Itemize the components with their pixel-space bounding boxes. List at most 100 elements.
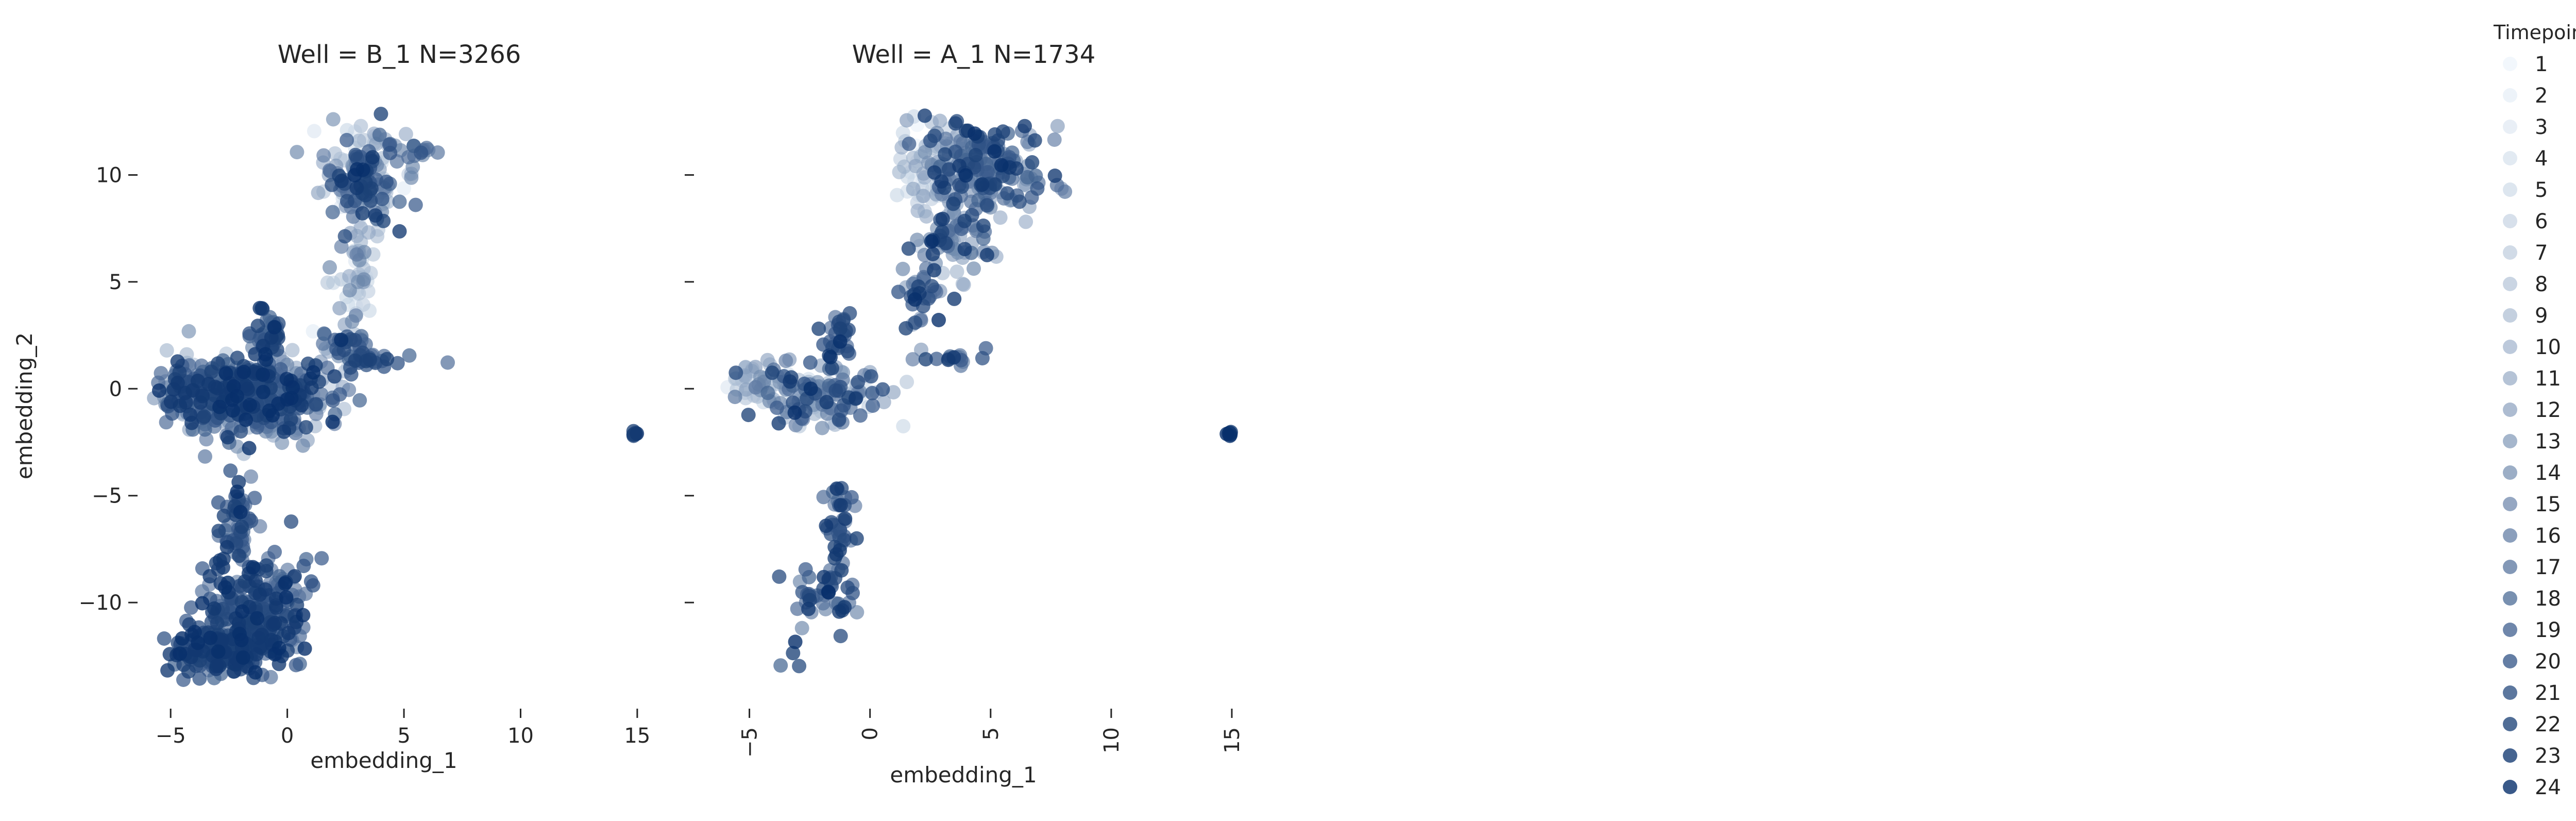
legend-item: 9 bbox=[2503, 304, 2548, 328]
scatter-point bbox=[900, 113, 914, 128]
scatter-point bbox=[834, 498, 848, 513]
scatter-points bbox=[720, 108, 1238, 674]
scatter-point bbox=[274, 616, 289, 631]
panel-title: Well = A_1 N=1734 bbox=[852, 40, 1096, 69]
scatter-point bbox=[259, 352, 274, 367]
scatter-point bbox=[304, 380, 319, 395]
scatter-point bbox=[348, 147, 363, 162]
scatter-point bbox=[212, 553, 227, 568]
panel-title: Well = B_1 N=3266 bbox=[278, 40, 521, 69]
scatter-point bbox=[946, 196, 961, 211]
legend-label: 1 bbox=[2535, 53, 2548, 76]
scatter-point bbox=[975, 177, 990, 192]
scatter-point bbox=[235, 604, 250, 619]
scatter-point bbox=[876, 395, 891, 410]
scatter-point bbox=[368, 208, 383, 223]
scatter-point bbox=[794, 621, 809, 635]
scatter-point bbox=[198, 449, 212, 464]
scatter-point bbox=[916, 189, 931, 204]
scatter-point bbox=[314, 551, 329, 566]
scatter-point bbox=[364, 181, 379, 196]
scatter-point bbox=[285, 343, 300, 358]
scatter-point bbox=[901, 241, 916, 256]
scatter-point bbox=[361, 225, 376, 240]
scatter-point bbox=[728, 365, 743, 380]
scatter-point bbox=[392, 224, 407, 239]
scatter-point bbox=[929, 351, 944, 366]
scatter-point bbox=[349, 247, 364, 262]
legend-item: 16 bbox=[2503, 524, 2561, 548]
scatter-point bbox=[211, 524, 226, 539]
legend-item: 23 bbox=[2503, 744, 2561, 768]
scatter-point bbox=[212, 399, 227, 414]
scatter-point bbox=[231, 548, 246, 563]
scatter-point bbox=[798, 404, 812, 419]
scatter-point bbox=[289, 658, 303, 673]
scatter-point bbox=[1027, 133, 1042, 148]
scatter-point bbox=[956, 277, 971, 292]
legend-item: 20 bbox=[2503, 650, 2561, 674]
x-tick-label: 15 bbox=[624, 724, 650, 748]
scatter-point bbox=[284, 514, 299, 529]
scatter-point bbox=[1019, 214, 1033, 229]
legend-marker bbox=[2503, 403, 2517, 417]
scatter-point bbox=[379, 174, 394, 189]
legend-label: 24 bbox=[2535, 776, 2561, 799]
scatter-point bbox=[352, 393, 367, 408]
scatter-point bbox=[327, 369, 342, 384]
legend-label: 10 bbox=[2535, 336, 2561, 359]
scatter-point bbox=[380, 351, 395, 366]
legend-marker bbox=[2503, 88, 2517, 103]
scatter-point bbox=[957, 213, 972, 228]
scatter-point bbox=[365, 150, 380, 165]
scatter-point bbox=[924, 234, 939, 249]
scatter-point bbox=[223, 463, 238, 478]
scatter-point bbox=[250, 611, 265, 626]
scatter-point bbox=[402, 348, 417, 363]
legend-label: 23 bbox=[2535, 744, 2561, 768]
legend-marker bbox=[2503, 528, 2517, 543]
legend-label: 4 bbox=[2535, 147, 2548, 171]
scatter-point bbox=[250, 319, 265, 333]
scatter-point bbox=[905, 352, 920, 367]
scatter-point bbox=[256, 384, 270, 399]
scatter-point bbox=[195, 596, 210, 611]
legend-marker bbox=[2503, 151, 2517, 165]
scatter-point bbox=[337, 229, 352, 244]
scatter-point bbox=[955, 179, 969, 194]
scatter-point bbox=[863, 369, 878, 384]
scatter-point bbox=[832, 412, 846, 427]
x-tick-label: 5 bbox=[397, 724, 410, 748]
legend-item: 17 bbox=[2503, 556, 2561, 579]
scatter-point bbox=[202, 569, 217, 584]
scatter-point bbox=[231, 616, 246, 630]
legend-label: 16 bbox=[2535, 524, 2561, 548]
scatter-point bbox=[398, 127, 413, 142]
legend-label: 18 bbox=[2535, 587, 2561, 611]
scatter-point bbox=[842, 306, 857, 321]
scatter-point bbox=[355, 162, 370, 177]
legend-label: 15 bbox=[2535, 493, 2561, 516]
scatter-point bbox=[958, 168, 973, 183]
legend-item: 12 bbox=[2503, 398, 2561, 422]
scatter-point bbox=[927, 128, 942, 143]
scatter-point bbox=[267, 647, 282, 662]
legend-item: 21 bbox=[2503, 681, 2561, 705]
scatter-point bbox=[440, 355, 455, 370]
legend-marker bbox=[2503, 685, 2517, 700]
scatter-point bbox=[760, 386, 775, 400]
scatter-point bbox=[235, 650, 250, 665]
scatter-point bbox=[207, 601, 222, 616]
legend-label: 5 bbox=[2535, 178, 2548, 202]
scatter-point bbox=[946, 350, 961, 365]
scatter-point bbox=[927, 165, 942, 180]
scatter-point bbox=[792, 659, 807, 674]
scatter-point bbox=[995, 124, 1010, 139]
scatter-point bbox=[306, 365, 321, 380]
scatter-point bbox=[788, 634, 803, 649]
scatter-point bbox=[798, 562, 813, 577]
scatter-point bbox=[834, 563, 849, 578]
scatter-point bbox=[306, 324, 320, 339]
legend-marker bbox=[2503, 654, 2517, 668]
scatter-point bbox=[296, 438, 310, 453]
